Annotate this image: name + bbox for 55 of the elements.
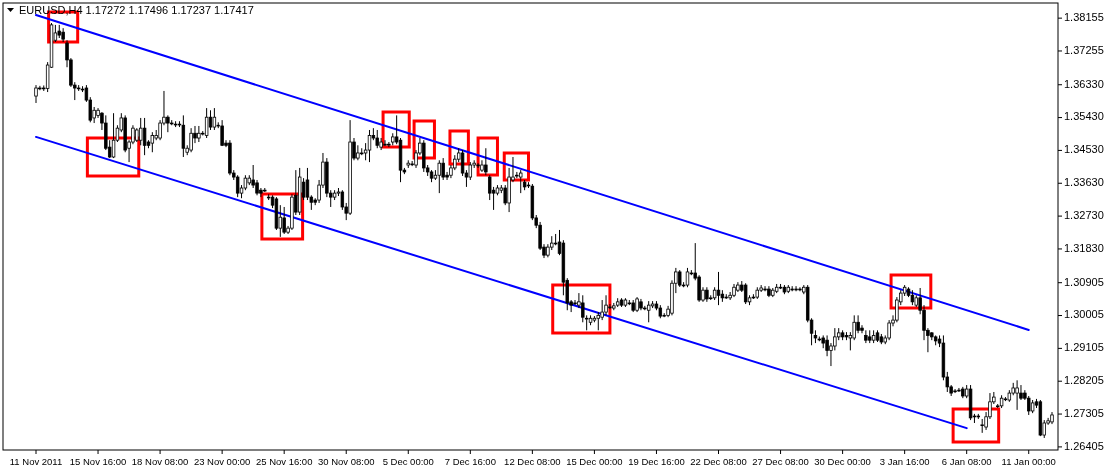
candlestick bbox=[437, 159, 442, 194]
candlestick bbox=[953, 388, 957, 394]
candlestick bbox=[375, 129, 379, 149]
x-tick-label: 3 Jan 16:00 bbox=[879, 456, 930, 467]
candlestick bbox=[340, 189, 345, 211]
y-tick-label: 1.34530 bbox=[1064, 143, 1104, 156]
candlestick bbox=[305, 167, 310, 201]
y-tick-label: 1.32730 bbox=[1064, 209, 1104, 222]
candlestick bbox=[596, 311, 601, 331]
x-tick-label: 15 Dec 00:00 bbox=[566, 456, 623, 467]
y-tick-label: 1.38155 bbox=[1064, 11, 1104, 24]
candlestick bbox=[573, 299, 577, 306]
x-tick-label: 11 Nov 2011 bbox=[9, 456, 63, 467]
y-tick-label: 1.31830 bbox=[1064, 241, 1104, 254]
candlestick bbox=[957, 387, 961, 393]
candlestick bbox=[604, 294, 608, 316]
candlestick bbox=[608, 303, 612, 310]
y-tick-label: 1.35430 bbox=[1064, 110, 1104, 123]
x-tick-label: 12 Dec 08:00 bbox=[504, 456, 561, 467]
candlestick bbox=[197, 125, 201, 143]
y-tick-label: 1.37255 bbox=[1064, 43, 1104, 56]
candlestick bbox=[476, 162, 480, 169]
x-tick-label: 23 Nov 00:00 bbox=[193, 456, 251, 467]
x-tick-label: 7 Dec 16:00 bbox=[444, 456, 496, 467]
x-tick-label: 5 Dec 00:00 bbox=[382, 456, 434, 467]
x-tick-label: 6 Jan 08:00 bbox=[941, 456, 992, 467]
x-tick-label: 15 Nov 16:00 bbox=[69, 456, 127, 467]
y-tick-label: 1.26405 bbox=[1064, 439, 1104, 452]
x-tick-label: 25 Nov 16:00 bbox=[255, 456, 313, 467]
x-tick-label: 11 Jan 00:00 bbox=[1001, 456, 1056, 467]
y-tick-label: 1.36330 bbox=[1064, 77, 1104, 90]
x-tick-label: 30 Nov 08:00 bbox=[317, 456, 375, 467]
y-tick-label: 1.30005 bbox=[1064, 308, 1104, 321]
candlestick bbox=[235, 174, 240, 198]
y-tick-label: 1.33630 bbox=[1064, 176, 1104, 189]
candlestick bbox=[189, 127, 193, 153]
candlestick bbox=[356, 144, 360, 161]
candlestick bbox=[484, 147, 488, 176]
candlestick bbox=[887, 319, 891, 341]
candlestick bbox=[864, 329, 868, 344]
y-tick-label: 1.27305 bbox=[1064, 406, 1104, 419]
chart-title: EURUSD,H4 1.17272 1.17496 1.17237 1.17417 bbox=[19, 4, 254, 16]
candlestick bbox=[220, 119, 224, 147]
candlestick bbox=[282, 206, 286, 235]
y-tick-label: 1.28205 bbox=[1064, 374, 1104, 387]
candlestick bbox=[383, 139, 387, 147]
x-tick-label: 18 Nov 08:00 bbox=[131, 456, 189, 467]
x-tick-label: 27 Dec 08:00 bbox=[752, 456, 809, 467]
x-tick-label: 22 Dec 08:00 bbox=[690, 456, 747, 467]
candlestick bbox=[519, 169, 523, 194]
candlestick bbox=[1015, 379, 1019, 411]
x-tick-label: 30 Dec 00:00 bbox=[814, 456, 871, 467]
y-tick-label: 1.30905 bbox=[1064, 275, 1104, 288]
y-tick-label: 1.29105 bbox=[1064, 341, 1104, 354]
x-tick-label: 19 Dec 16:00 bbox=[628, 456, 685, 467]
